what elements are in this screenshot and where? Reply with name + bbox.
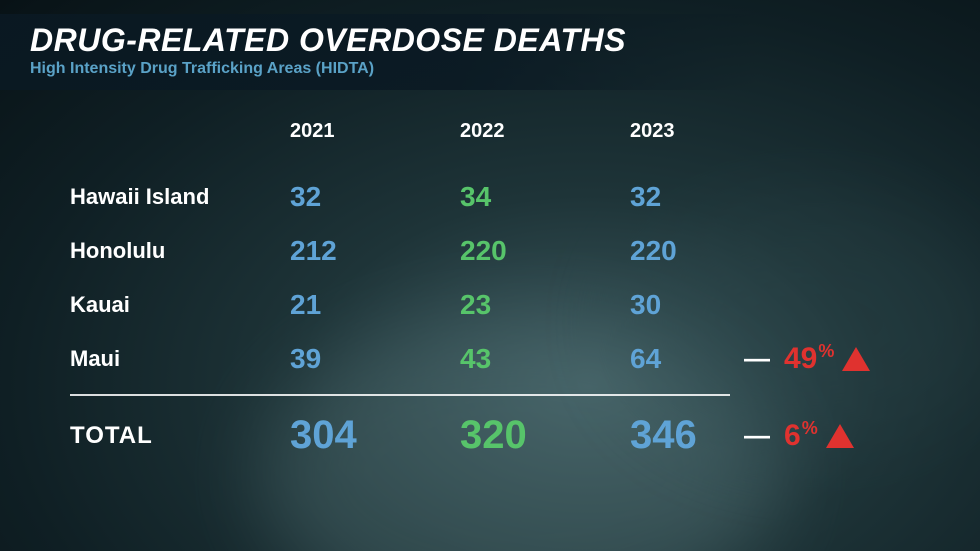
data-table: 2021 2022 2023 Hawaii Island 32 34 32 Ho… <box>0 112 980 468</box>
year-header-2023: 2023 <box>630 120 750 143</box>
cell-hawaii-island-2022: 34 <box>460 181 630 213</box>
cell-hawaii-island-2023: 32 <box>630 181 750 213</box>
total-2021: 304 <box>290 413 460 458</box>
cell-honolulu-2023: 220 <box>630 235 750 267</box>
divider-line <box>70 394 730 396</box>
table-header-row: 2021 2022 2023 <box>70 112 980 152</box>
divider-row <box>70 386 980 404</box>
page-subtitle: High Intensity Drug Trafficking Areas (H… <box>30 60 730 78</box>
table-total-row: TOTAL 304 320 346 — 6% <box>70 404 980 468</box>
cell-kauai-2023: 30 <box>630 289 750 321</box>
dash-icon: — <box>744 343 770 374</box>
cell-kauai-2022: 23 <box>460 289 630 321</box>
year-header-2022: 2022 <box>460 120 630 143</box>
dash-icon: — <box>744 420 770 451</box>
row-label-kauai: Kauai <box>70 292 290 318</box>
up-arrow-icon <box>842 347 870 371</box>
up-arrow-icon <box>826 424 854 448</box>
cell-maui-2023: 64 <box>630 343 750 375</box>
total-2023: 346 <box>630 413 750 458</box>
cell-maui-2021: 39 <box>290 343 460 375</box>
callout-total: — 6% <box>750 418 930 453</box>
year-header-2021: 2021 <box>290 120 460 143</box>
row-label-hawaii-island: Hawaii Island <box>70 184 290 210</box>
callout-total-percent: 6% <box>784 418 818 453</box>
total-label: TOTAL <box>70 422 290 450</box>
row-label-honolulu: Honolulu <box>70 238 290 264</box>
table-row: Maui 39 43 64 — 49% <box>70 332 980 386</box>
row-label-maui: Maui <box>70 346 290 372</box>
callout-maui: — 49% <box>750 341 930 376</box>
cell-honolulu-2022: 220 <box>460 235 630 267</box>
page-title: DRUG-RELATED OVERDOSE DEATHS <box>30 24 730 58</box>
header-bar: DRUG-RELATED OVERDOSE DEATHS High Intens… <box>0 14 760 90</box>
table-row: Honolulu 212 220 220 <box>70 224 980 278</box>
cell-maui-2022: 43 <box>460 343 630 375</box>
callout-maui-percent: 49% <box>784 341 834 376</box>
cell-kauai-2021: 21 <box>290 289 460 321</box>
table-row: Kauai 21 23 30 <box>70 278 980 332</box>
cell-hawaii-island-2021: 32 <box>290 181 460 213</box>
cell-honolulu-2021: 212 <box>290 235 460 267</box>
total-2022: 320 <box>460 413 630 458</box>
table-row: Hawaii Island 32 34 32 <box>70 170 980 224</box>
